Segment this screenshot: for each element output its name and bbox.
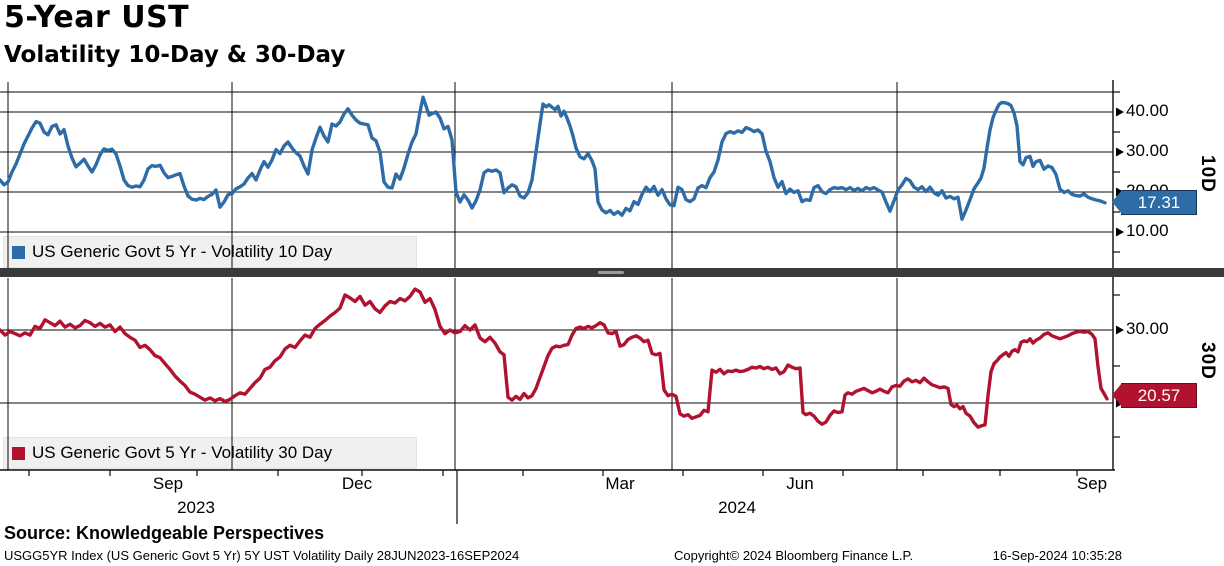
legend-label-10day: US Generic Govt 5 Yr - Volatility 10 Day [32, 242, 333, 261]
last-value-badge-10day: 17.31 [1112, 190, 1197, 215]
x-tick-year: 2023 [177, 498, 215, 517]
page-title: 5-Year UST [4, 0, 190, 35]
footer-copyright: Copyright© 2024 Bloomberg Finance L.P. [674, 548, 914, 563]
y-tick-label: 30.00 [1126, 141, 1169, 160]
y-tick-label: 30.00 [1126, 319, 1169, 338]
badge-value-30day: 20.57 [1137, 385, 1181, 405]
x-tick-month: Sep [1076, 474, 1108, 493]
page-subtitle: Volatility 10-Day & 30-Day [4, 42, 346, 68]
x-tick-month: Sep [152, 474, 184, 493]
last-value-badge-30day: 20.57 [1112, 383, 1197, 408]
source-line: Source: Knowledgeable Perspectives [4, 523, 325, 543]
badge-arrow-left-icon [1112, 383, 1122, 407]
footer-timestamp: 16-Sep-2024 10:35:28 [992, 548, 1122, 563]
separator-drag-handle[interactable] [598, 271, 624, 274]
axis-tag-30d: 30D [1197, 342, 1218, 380]
y-tick-label: 40.00 [1126, 101, 1169, 120]
x-tick-month: Dec [341, 474, 373, 493]
legend-volatility-30day[interactable]: US Generic Govt 5 Yr - Volatility 30 Day [3, 437, 417, 469]
legend-swatch-blue [12, 245, 25, 259]
panel-separator [0, 268, 1224, 277]
y-tick-label: 10.00 [1126, 221, 1169, 240]
series-10d [0, 95, 1107, 221]
x-tick-year: 2024 [718, 498, 756, 517]
legend-swatch-red [12, 446, 25, 460]
series-30d [0, 287, 1109, 429]
badge-arrow-left-icon [1112, 190, 1122, 214]
x-tick-month: Mar [605, 474, 635, 493]
legend-label-30day: US Generic Govt 5 Yr - Volatility 30 Day [32, 443, 333, 462]
axis-tag-10d: 10D [1197, 155, 1218, 193]
legend-volatility-10day[interactable]: US Generic Govt 5 Yr - Volatility 10 Day [3, 236, 417, 268]
badge-value-10day: 17.31 [1137, 192, 1181, 212]
x-tick-month: Jun [786, 474, 814, 493]
footer-ticker-info: USGG5YR Index (US Generic Govt 5 Yr) 5Y … [4, 548, 520, 563]
